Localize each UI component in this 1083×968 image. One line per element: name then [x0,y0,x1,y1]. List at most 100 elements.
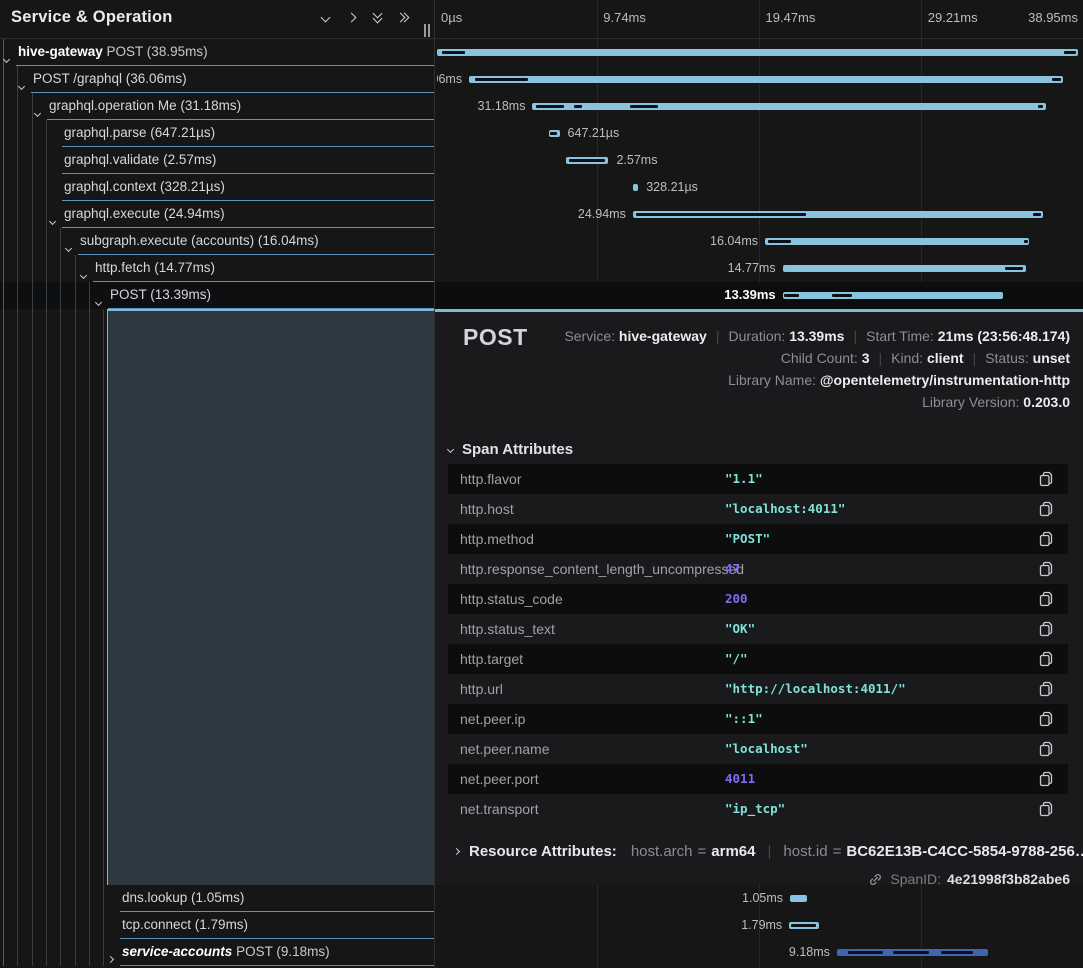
indent-guide-line [74,255,76,282]
span-tree-header: Service & Operation [0,0,434,39]
link-icon[interactable] [868,872,883,887]
copy-icon[interactable] [1038,471,1054,487]
tree-collapse-chevron-icon[interactable] [48,211,57,229]
span-tree-row[interactable]: graphql.parse (647.21µs) [0,120,434,147]
tree-expand-chevron-icon[interactable] [106,949,115,967]
copy-icon[interactable] [1038,561,1054,577]
attribute-value: "localhost:4011" [725,501,846,516]
span-duration-bar[interactable] [782,292,1003,299]
indent-guide-line [45,912,47,939]
meta-label: Library Version: [922,394,1024,410]
timeline-row[interactable]: 16.04ms [437,228,1078,255]
copy-icon[interactable] [1038,801,1054,817]
timeline-row[interactable]: 14.77ms [437,255,1078,282]
copy-icon[interactable] [1038,681,1054,697]
indent-guide-line [60,885,62,912]
copy-icon[interactable] [1038,771,1054,787]
timeline-row[interactable]: 13.39ms [437,282,1078,309]
span-attributes-header[interactable]: Span Attributes [446,441,573,458]
attribute-value: 47 [725,561,741,576]
span-duration-bar[interactable] [632,184,639,191]
indent-guide-line [60,939,62,966]
span-duration-bar[interactable] [764,238,1029,245]
span-tree-row[interactable]: service-accounts POST (9.18ms) [0,939,434,966]
double-chevron-right-icon[interactable] [395,12,410,23]
span-duration-bar[interactable] [632,211,1044,218]
copy-icon[interactable] [1038,711,1054,727]
copy-icon[interactable] [1038,531,1054,547]
span-name-label: service-accounts POST (9.18ms) [122,944,330,959]
timeline-row[interactable]: 36.06ms [437,66,1078,93]
indent-guide-line [31,201,33,228]
chevron-right-icon[interactable] [346,12,357,23]
span-tree-row[interactable]: tcp.connect (1.79ms) [0,912,434,939]
span-tree-row[interactable]: graphql.validate (2.57ms) [0,147,434,174]
copy-icon[interactable] [1038,501,1054,517]
indent-guide-line [88,282,90,309]
span-detail-title: POST [463,324,528,350]
resource-attributes-row[interactable]: Resource Attributes: host.arch = arm64 | host… [448,840,1083,864]
timeline-row[interactable]: 24.94ms [437,201,1078,228]
span-tree-row[interactable]: http.fetch (14.77ms) [0,255,434,282]
span-duration-bar[interactable] [469,76,1063,83]
timeline-row[interactable]: 2.57ms [437,147,1078,174]
copy-icon[interactable] [1038,651,1054,667]
tree-collapse-chevron-icon[interactable] [33,103,42,121]
tree-collapse-chevron-icon[interactable] [94,292,103,310]
meta-label: Status: [985,350,1033,366]
resource-value: BC62E13B-C4CC-5854-9788-256… [846,843,1083,860]
child-span-mark [1023,240,1028,243]
indent-guide-line [74,885,76,912]
span-tree-row[interactable]: hive-gateway POST (38.95ms) [0,39,434,66]
span-name-label: graphql.parse (647.21µs) [64,125,216,140]
page-title: Service & Operation [11,8,173,26]
tree-collapse-chevron-icon[interactable] [79,265,88,283]
timeline-row[interactable]: 9.18ms [437,939,1078,966]
span-tree-row[interactable]: graphql.execute (24.94ms) [0,201,434,228]
copy-icon[interactable] [1038,741,1054,757]
span-duration-bar[interactable] [790,895,808,902]
indent-guide-line [88,939,90,966]
timeline-row[interactable]: 328.21µs [437,174,1078,201]
timeline-row[interactable]: 38.95ms [437,39,1078,66]
timeline-row[interactable]: 31.18ms [437,93,1078,120]
indent-guide-line [17,255,19,282]
span-duration-label: 1.79ms [741,918,783,932]
resource-key: host.id [783,843,828,860]
attribute-value: "OK" [725,621,756,636]
tree-collapse-chevron-icon[interactable] [2,49,11,67]
child-span-mark [892,951,930,954]
span-duration-bar[interactable] [532,103,1046,110]
span-tree-row[interactable]: subgraph.execute (accounts) (16.04ms) [0,228,434,255]
indent-guide-line [60,309,62,885]
span-tree-row[interactable]: graphql.operation Me (31.18ms) [0,93,434,120]
copy-icon[interactable] [1038,621,1054,637]
tree-collapse-chevron-icon[interactable] [64,238,73,256]
span-duration-bar[interactable] [437,49,1078,56]
span-tree-row[interactable]: POST (13.39ms) [0,282,434,309]
span-tree-row[interactable]: graphql.context (328.21µs) [0,174,434,201]
row-separator [47,93,434,120]
indent-guide-line [45,282,47,309]
attribute-key: http.method [460,531,534,547]
child-span-mark [1004,267,1023,270]
span-tree-row[interactable]: POST /graphql (36.06ms) [0,66,434,93]
chevron-down-icon[interactable] [320,12,331,23]
tree-collapse-chevron-icon[interactable] [17,76,26,94]
span-duration-bar[interactable] [782,265,1026,272]
timeline-row[interactable]: 647.21µs [437,120,1078,147]
double-chevron-down-icon[interactable] [372,8,383,24]
row-separator [62,174,434,201]
span-tree-row[interactable]: dns.lookup (1.05ms) [0,885,434,912]
column-resizer-handle[interactable] [423,24,431,37]
indent-guide-line [31,93,33,120]
span-duration-label: 16.04ms [710,234,758,248]
child-span-mark [848,951,883,954]
copy-icon[interactable] [1038,591,1054,607]
timeline-row[interactable]: 1.05ms [437,885,1078,912]
timeline-row[interactable]: 1.79ms [437,912,1078,939]
attribute-row: http.url "http://localhost:4011/" [448,674,1068,704]
indent-guide-line [17,912,19,939]
indent-guide-line [31,120,33,147]
indent-guide-line [17,174,19,201]
